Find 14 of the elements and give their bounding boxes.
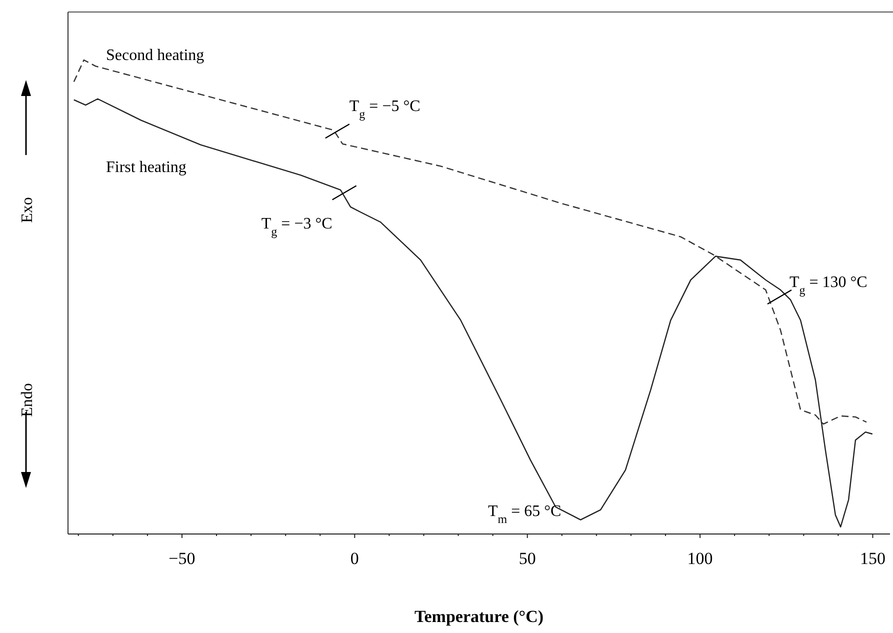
annotation: T$_{m}$ = 65 °C (488, 502, 562, 526)
x-axis-title: Temperature (°C) (414, 607, 544, 626)
annotation: T$_{g}$ = 130 °C (789, 274, 868, 297)
x-tick-label: 150 (860, 549, 886, 568)
x-tick-label: 0 (350, 549, 359, 568)
x-tick-label: −50 (168, 549, 196, 568)
series-label: First heating (106, 158, 186, 176)
annotation: T$_{g}$ = −5 °C (349, 98, 420, 122)
annotation: T$_{g}$ = −3 °C (261, 216, 332, 239)
x-tick-label: 100 (687, 549, 713, 568)
text: Endo (19, 383, 36, 417)
x-tick-label: 50 (518, 549, 536, 568)
series-label: Second heating (106, 46, 204, 64)
text: Exo (19, 197, 36, 223)
